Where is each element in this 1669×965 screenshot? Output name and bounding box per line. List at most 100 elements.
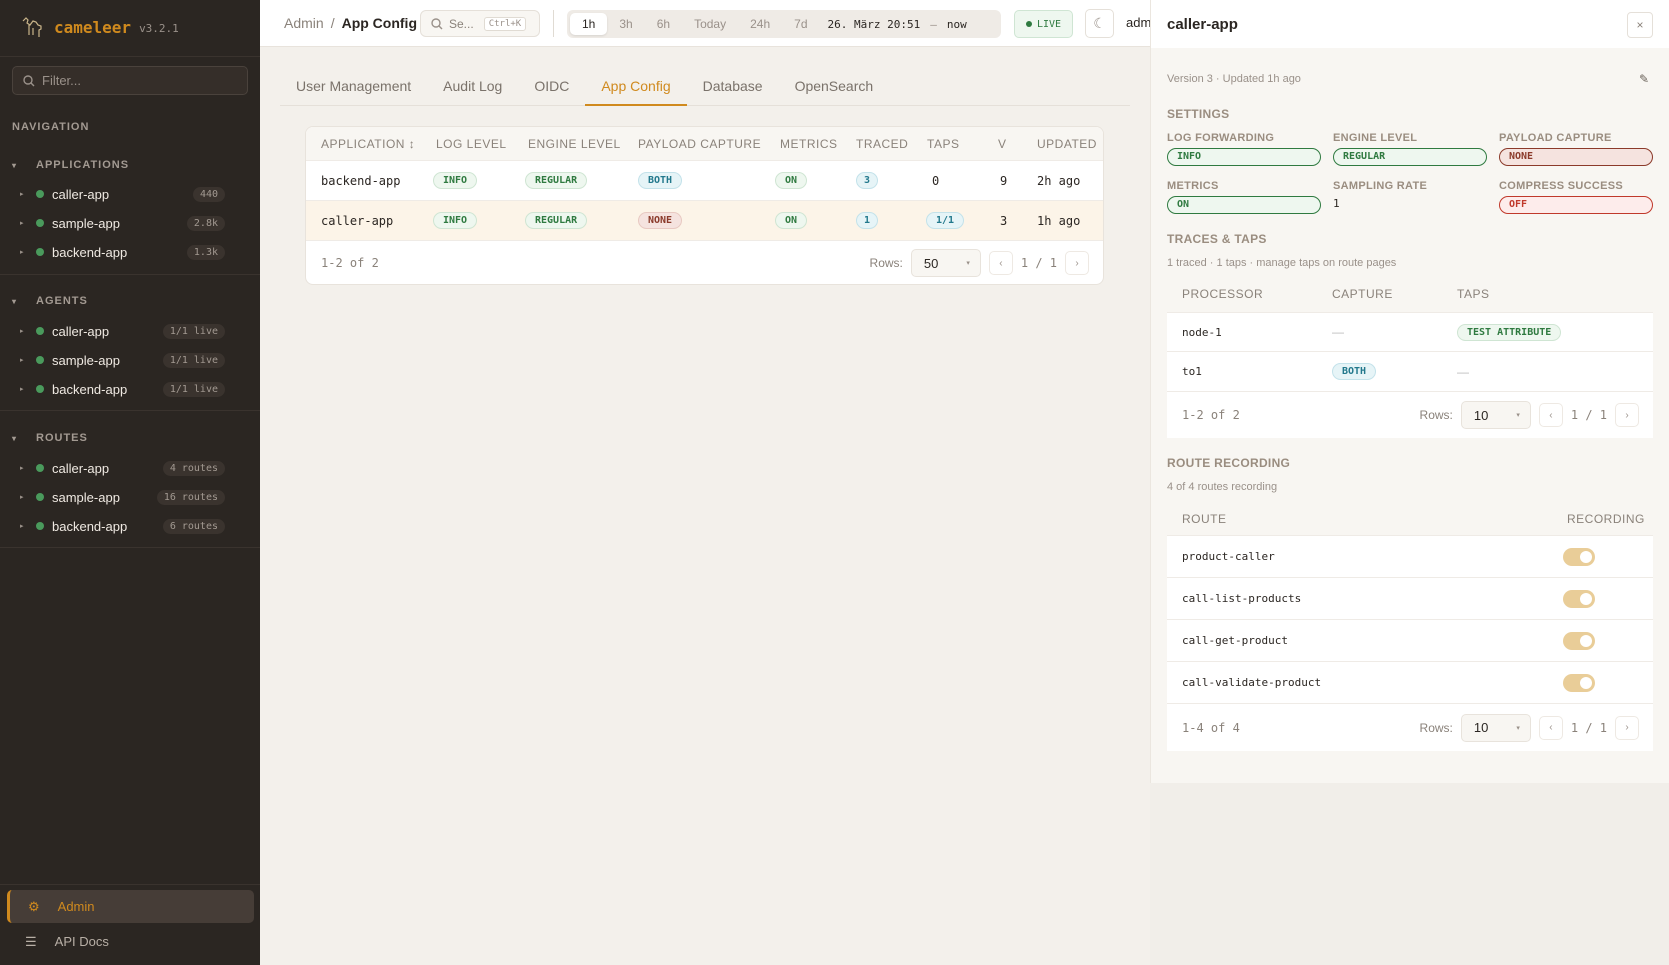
- app-item-backend-app[interactable]: ▸ backend-app 1.3k: [20, 240, 225, 264]
- chevron-down-icon: ▾: [966, 260, 970, 267]
- filter-input[interactable]: Filter...: [12, 66, 248, 95]
- theme-toggle-moon-icon[interactable]: ☾: [1085, 9, 1114, 38]
- app-item-sample-app[interactable]: ▸ sample-app 2.8k: [20, 211, 225, 235]
- route-item-sample-app[interactable]: ▸ sample-app 16 routes: [20, 485, 225, 509]
- agent-item-caller-app[interactable]: ▸ caller-app 1/1 live: [20, 319, 225, 343]
- recording-toggle[interactable]: [1563, 589, 1595, 608]
- range-3h[interactable]: 3h: [619, 17, 633, 31]
- status-dot: [36, 493, 44, 501]
- status-dot: [36, 464, 44, 472]
- prev-page-button[interactable]: ‹: [1538, 403, 1563, 427]
- search-button[interactable]: Se... Ctrl+K: [420, 10, 540, 37]
- live-dot-icon: [1025, 21, 1032, 27]
- column-engine-level: ENGINE LEVEL: [528, 136, 621, 151]
- page-indicator: 1 / 1: [1570, 720, 1607, 735]
- live-toggle[interactable]: LIVE: [1014, 10, 1073, 38]
- recording-toggle[interactable]: [1563, 673, 1595, 692]
- status-dot: [36, 385, 44, 393]
- sidebar-item-admin[interactable]: ⚙ Admin: [7, 890, 254, 923]
- recording-toggle[interactable]: [1563, 547, 1595, 566]
- tab-opensearch[interactable]: OpenSearch: [794, 78, 874, 94]
- logo[interactable]: cameleer v3.2.1: [20, 14, 179, 40]
- tab-audit-log[interactable]: Audit Log: [443, 78, 503, 94]
- breadcrumb-admin[interactable]: Admin: [284, 15, 324, 31]
- range-7d[interactable]: 7d: [794, 17, 808, 31]
- section-applications[interactable]: ▾ APPLICATIONS: [12, 159, 129, 171]
- route-item-backend-app[interactable]: ▸ backend-app 6 routes: [20, 514, 225, 538]
- close-button[interactable]: ×: [1627, 12, 1653, 38]
- setting-label: SAMPLING RATE: [1333, 180, 1428, 192]
- gear-icon: ⚙: [28, 898, 40, 914]
- table-row[interactable]: backend-app INFO REGULAR BOTH ON 3 0 9 2…: [306, 161, 1103, 201]
- navigation-label: NAVIGATION: [12, 121, 90, 133]
- range-24h[interactable]: 24h: [750, 17, 771, 31]
- cell-version: 9: [1000, 173, 1008, 188]
- rows-per-page-select[interactable]: 10 ▾: [1460, 713, 1531, 742]
- item-label: caller-app: [52, 186, 110, 202]
- rows-value: 50: [923, 255, 939, 271]
- table-row[interactable]: node-1 — TEST ATTRIBUTE: [1167, 313, 1653, 352]
- agent-item-backend-app[interactable]: ▸ backend-app 1/1 live: [20, 377, 225, 401]
- cell-version: 3: [1000, 213, 1008, 228]
- item-count: 440: [192, 186, 225, 202]
- agent-item-sample-app[interactable]: ▸ sample-app 1/1 live: [20, 348, 225, 372]
- rows-per-page-select[interactable]: 50 ▾: [910, 249, 981, 277]
- item-count: 16 routes: [156, 489, 225, 505]
- table-header: PROCESSOR CAPTURE TAPS: [1167, 276, 1653, 313]
- caret-right-icon: ▸: [20, 523, 24, 530]
- next-page-button[interactable]: ›: [1615, 403, 1639, 427]
- range-today[interactable]: Today: [694, 17, 727, 31]
- cell-application: backend-app: [321, 173, 401, 188]
- next-page-button[interactable]: ›: [1615, 715, 1639, 740]
- edit-pencil-icon[interactable]: ✎: [1638, 72, 1649, 86]
- payload-capture-badge: NONE: [1499, 148, 1653, 166]
- table-row[interactable]: to1 BOTH —: [1167, 352, 1653, 392]
- item-count: 1/1 live: [162, 323, 225, 339]
- column-metrics: METRICS: [780, 136, 838, 151]
- column-application[interactable]: APPLICATION ↕: [321, 136, 416, 151]
- range-1h[interactable]: 1h: [570, 13, 608, 35]
- user-menu[interactable]: adm: [1126, 15, 1152, 30]
- route-name: call-get-product: [1182, 634, 1288, 647]
- range-6h[interactable]: 6h: [656, 17, 671, 31]
- tab-database[interactable]: Database: [702, 78, 763, 94]
- section-routes[interactable]: ▾ ROUTES: [12, 432, 88, 444]
- taps-table: PROCESSOR CAPTURE TAPS node-1 — TEST ATT…: [1167, 276, 1653, 438]
- rows-per-page-select[interactable]: 10 ▾: [1460, 401, 1531, 429]
- divider: [553, 10, 554, 37]
- processor-name: node-1: [1182, 325, 1222, 339]
- log-level-badge: INFO: [433, 212, 478, 229]
- prev-page-button[interactable]: ‹: [1538, 715, 1563, 740]
- date-range[interactable]: 26. März 20:51 — now: [828, 18, 967, 31]
- engine-level-badge: REGULAR: [525, 172, 588, 189]
- table-header: APPLICATION ↕ LOG LEVEL ENGINE LEVEL PAY…: [306, 127, 1103, 161]
- metrics-badge: ON: [775, 212, 808, 229]
- tap-badge[interactable]: TEST ATTRIBUTE: [1457, 323, 1562, 341]
- traces-title: TRACES & TAPS: [1167, 232, 1267, 246]
- route-item-caller-app[interactable]: ▸ caller-app 4 routes: [20, 456, 225, 480]
- rows-label: Rows:: [1419, 408, 1453, 422]
- item-count: 1.3k: [186, 244, 225, 260]
- time-range-selector: 1h 3h 6h Today 24h 7d 26. März 20:51 — now: [567, 10, 1001, 38]
- status-dot: [36, 219, 44, 227]
- prev-page-button[interactable]: ‹: [988, 251, 1013, 275]
- column-taps: TAPS: [1457, 287, 1490, 301]
- item-count: 1/1 live: [162, 352, 225, 368]
- tab-app-config[interactable]: App Config: [585, 70, 687, 106]
- row-summary: 1-4 of 4: [1182, 720, 1240, 735]
- sidebar-item-api-docs[interactable]: ☰ API Docs: [7, 925, 254, 958]
- item-count: 4 routes: [162, 460, 225, 476]
- tab-user-management[interactable]: User Management: [296, 78, 412, 94]
- next-page-button[interactable]: ›: [1065, 251, 1089, 275]
- detail-panel: caller-app × Version 3 · Updated 1h ago …: [1150, 0, 1669, 783]
- table-row-selected[interactable]: caller-app INFO REGULAR NONE ON 1 1/1 3 …: [306, 201, 1103, 241]
- app-item-caller-app[interactable]: ▸ caller-app 440: [20, 182, 225, 206]
- item-label: backend-app: [52, 244, 128, 260]
- column-traced: TRACED: [856, 136, 909, 151]
- item-count: 6 routes: [162, 518, 225, 534]
- section-agents[interactable]: ▾ AGENTS: [12, 295, 88, 307]
- tab-oidc[interactable]: OIDC: [534, 78, 570, 94]
- recording-toggle[interactable]: [1563, 631, 1595, 650]
- engine-level-badge: REGULAR: [525, 212, 588, 229]
- route-recording-title: ROUTE RECORDING: [1167, 456, 1291, 470]
